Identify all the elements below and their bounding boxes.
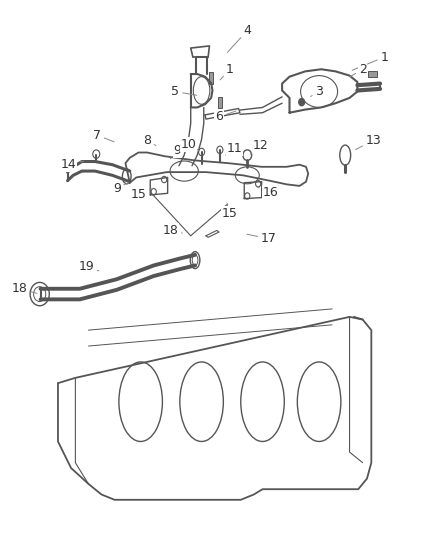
Text: 9: 9 — [113, 182, 128, 195]
Text: 13: 13 — [356, 134, 381, 150]
Text: 8: 8 — [143, 134, 156, 147]
Bar — [368, 71, 377, 77]
Text: 12: 12 — [251, 139, 268, 154]
Bar — [208, 72, 213, 84]
Text: 2: 2 — [350, 63, 367, 77]
Text: 7: 7 — [93, 128, 114, 142]
Text: 17: 17 — [247, 232, 277, 245]
Text: 11: 11 — [226, 142, 242, 155]
Bar — [218, 97, 223, 109]
Text: 18: 18 — [12, 282, 37, 295]
Text: 10: 10 — [180, 138, 199, 151]
Text: 6: 6 — [215, 110, 236, 124]
Text: 1: 1 — [220, 63, 234, 80]
Circle shape — [299, 99, 305, 106]
Text: 15: 15 — [222, 204, 238, 220]
Text: 18: 18 — [162, 224, 182, 237]
Text: 15: 15 — [131, 188, 153, 201]
Text: 1: 1 — [352, 51, 389, 70]
Text: 5: 5 — [172, 85, 197, 98]
Text: 3: 3 — [311, 85, 323, 98]
Text: 14: 14 — [61, 158, 84, 171]
Text: 16: 16 — [257, 186, 278, 199]
Text: 4: 4 — [227, 24, 251, 52]
Text: 9: 9 — [170, 144, 182, 159]
Text: 19: 19 — [78, 260, 99, 273]
